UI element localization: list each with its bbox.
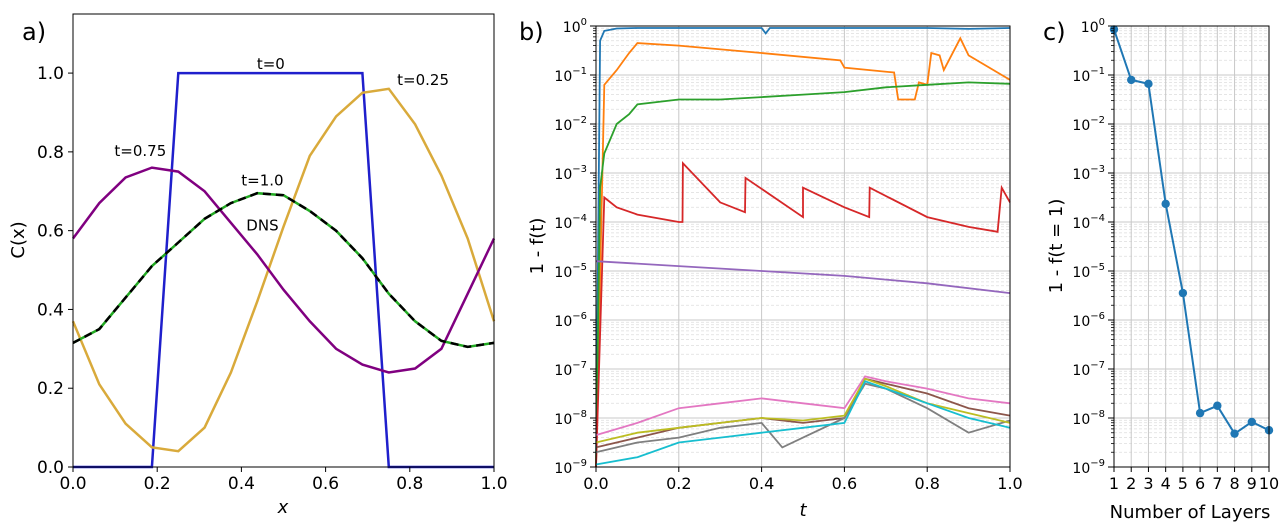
b-ytick-label: 10−6	[554, 311, 587, 330]
panel-a-xlabel: x	[277, 497, 289, 518]
series-3-layers-line	[595, 81, 1011, 468]
panel-b-frame	[595, 25, 1011, 468]
series-8-layers-line	[595, 382, 1011, 454]
panel-c-xlabel: Number of Layers	[1110, 502, 1271, 523]
panel-b-xlabel: t	[799, 500, 807, 521]
annotation-label: t=0.25	[397, 71, 449, 89]
b-xtick-label: 0.6	[832, 474, 857, 493]
layers-data-point	[1178, 288, 1188, 298]
panel-c-ylabel: 1 - f(t = 1)	[1046, 199, 1067, 294]
b-ytick-label: 100	[563, 17, 587, 36]
b-xtick-label: 0.4	[749, 474, 774, 493]
panel-a-xtick-label: 1.0	[480, 474, 507, 494]
series-dns-line	[72, 191, 495, 349]
c-ytick-label: 100	[1081, 17, 1105, 36]
c-ytick-label: 10−2	[1072, 115, 1105, 134]
panel-b-ylabel: 1 - f(t)	[527, 218, 548, 275]
annotation-label: t=0.75	[114, 142, 166, 160]
c-xtick-label: 6	[1195, 474, 1205, 493]
c-ytick-label: 10−5	[1072, 262, 1105, 281]
layers-data-point	[1213, 401, 1222, 410]
c-xtick-label: 4	[1161, 474, 1171, 493]
c-ytick-label: 10−8	[1072, 409, 1105, 428]
b-ytick-label: 10−9	[554, 458, 587, 477]
b-ytick-label: 10−3	[554, 164, 587, 183]
layers-data-point	[1195, 408, 1205, 418]
b-xtick-label: 0.0	[583, 474, 608, 493]
annotation-label: t=1.0	[241, 171, 283, 189]
b-xtick-label: 1.0	[997, 474, 1022, 493]
b-xtick-label: 0.8	[914, 474, 939, 493]
c-ytick-label: 10−7	[1072, 360, 1105, 379]
panel-a-label: a)	[22, 18, 46, 46]
b-ytick-label: 10−8	[554, 409, 587, 428]
c-ytick-label: 10−9	[1072, 458, 1105, 477]
b-ytick-label: 10−4	[554, 213, 587, 232]
layers-data-point	[1230, 429, 1239, 438]
panel-a-ytick-label: 1.0	[37, 64, 64, 84]
series-t-0-line	[73, 71, 494, 469]
layers-data-point	[1161, 199, 1170, 209]
panel-a-ytick-label: 0.4	[37, 300, 64, 320]
panel-c: c) 1 2 3 4 5 6 7 8 9 10 100 10−1 10−2 10−3 10−4 10−5 10…	[1043, 17, 1279, 523]
series-4-layers-line	[595, 160, 1011, 468]
c-xtick-label: 9	[1247, 474, 1257, 493]
c-xtick-label: 7	[1212, 474, 1222, 493]
c-ytick-label: 10−4	[1072, 213, 1105, 232]
series-t-1-0-line	[72, 191, 495, 349]
c-xtick-label: 1	[1109, 474, 1119, 493]
panel-b: b) 0.0 0.2 0.4 0.6 0.8 1.0 100 10−1 10−2 10−3 10−…	[519, 17, 1023, 521]
layers-data-point	[1247, 417, 1256, 427]
panel-a-ytick-label: 0.8	[37, 143, 64, 163]
series-10-layers-line	[595, 380, 1011, 466]
panel-a-ytick-label: 0.6	[37, 222, 64, 242]
b-ytick-label: 10−2	[554, 115, 587, 134]
panel-b-label: b)	[519, 18, 544, 46]
c-xtick-label: 5	[1178, 474, 1188, 493]
c-xtick-label: 8	[1229, 474, 1239, 493]
panel-a-frame	[72, 13, 495, 468]
panel-a-xtick-label: 0.0	[59, 474, 86, 494]
series-t-0-25-line	[71, 87, 496, 453]
layers-data-point	[1127, 75, 1136, 85]
panel-a-ytick-label: 0.0	[37, 458, 64, 478]
panel-a-xtick-label: 0.8	[396, 474, 423, 494]
series-7-layers-line	[595, 375, 1011, 436]
panel-a-xtick-label: 0.4	[228, 474, 255, 494]
c-xtick-label: 3	[1143, 474, 1153, 493]
b-ytick-label: 10−1	[554, 66, 587, 85]
annotation-label: t=0	[257, 55, 285, 73]
c-xtick-label: 2	[1126, 474, 1136, 493]
c-ytick-label: 10−1	[1072, 66, 1105, 85]
b-ytick-label: 10−7	[554, 360, 587, 379]
panel-c-frame	[1113, 25, 1270, 468]
annotation-label: DNS	[246, 217, 278, 235]
c-ytick-label: 10−6	[1072, 311, 1105, 330]
c-ytick-label: 10−3	[1072, 164, 1105, 183]
panel-a-xtick-label: 0.2	[144, 474, 171, 494]
layers-series-line	[1113, 29, 1270, 436]
panel-c-label: c)	[1043, 18, 1066, 46]
b-ytick-label: 10−5	[554, 262, 587, 281]
panel-a: a) 0.0 0.2 0.4 0.6 0.8 1.0 0.0 0.2 0.4 0.6 0.8 1.0…	[8, 13, 508, 518]
panel-a-xtick-label: 0.6	[312, 474, 339, 494]
panel-a-ylabel: C(x)	[8, 221, 29, 258]
layers-data-point	[1144, 79, 1153, 89]
c-xtick-label: 10	[1259, 474, 1279, 493]
series-1-layer-line	[595, 27, 1011, 468]
panel-a-ytick-label: 0.2	[37, 379, 64, 399]
series-5-layers-line	[595, 260, 1011, 294]
series-t-0-75-line	[71, 166, 496, 374]
b-xtick-label: 0.2	[666, 474, 691, 493]
